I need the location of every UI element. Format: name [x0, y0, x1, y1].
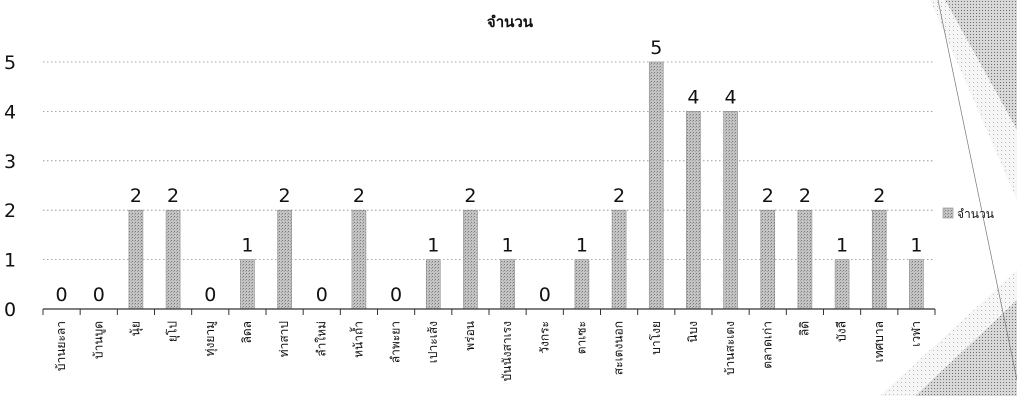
gridlines: [43, 61, 935, 261]
category-label: นิบง: [686, 321, 700, 343]
category-label: ตาเซะ: [574, 321, 588, 354]
bar: [909, 259, 924, 310]
background-decoration: [880, 0, 1017, 396]
y-tick-labels: 0 1 2 3 4 5: [4, 52, 16, 321]
bar: [834, 259, 850, 310]
category-label: บ้านยะลา: [54, 321, 68, 371]
category-label: บังลี: [835, 321, 849, 342]
legend: จำนวน: [942, 207, 994, 221]
data-label: 1: [241, 235, 253, 257]
y-tick-label: 4: [4, 101, 16, 123]
data-label: 2: [464, 185, 476, 207]
category-label: ลิดิ: [797, 321, 811, 336]
bar: [463, 209, 478, 310]
corner-shade-bottom-light: [880, 270, 1017, 396]
category-labels: บ้านยะลา บ้านบูด นุ้ย ยุโป ทุ่งยามู ลิดล ท่าสา…: [54, 321, 923, 381]
category-label: ทุ่งยามู: [203, 321, 218, 356]
category-label: เปาะเส้ง: [426, 321, 440, 363]
category-label: บ้านสะเตง: [723, 321, 737, 375]
bar: [128, 209, 144, 310]
data-label: 0: [56, 284, 68, 306]
data-label: 2: [799, 185, 811, 207]
data-label: 1: [427, 235, 439, 257]
data-label: 2: [873, 185, 885, 207]
bar: [277, 209, 292, 310]
category-label: นุ้ย: [128, 321, 143, 336]
bar: [574, 259, 590, 310]
bar: [760, 209, 776, 310]
bar: [648, 61, 664, 310]
chart-title: จำนวน: [487, 13, 534, 31]
data-label: 0: [204, 284, 216, 306]
bar: [611, 209, 627, 310]
bar: [871, 209, 887, 310]
category-label: บ้านบูด: [91, 321, 106, 359]
data-label: 0: [93, 284, 105, 306]
bar: [723, 111, 738, 310]
category-label: วังกระ: [537, 321, 551, 354]
y-tick-label: 0: [4, 299, 16, 321]
data-label: 1: [576, 235, 588, 257]
category-label: บันนังสาเรง: [500, 321, 514, 381]
data-label: 0: [390, 284, 402, 306]
category-label: ยุโป: [166, 321, 181, 342]
data-label: 1: [836, 235, 848, 257]
data-label: 1: [910, 235, 922, 257]
y-tick-label: 5: [4, 52, 16, 74]
axes: [42, 308, 936, 315]
category-label: พร่อน: [463, 321, 477, 351]
decor-line: [937, 0, 1017, 381]
data-label: 0: [316, 284, 328, 306]
category-label: ท่าสาป: [277, 321, 291, 357]
y-tick-label: 3: [4, 151, 16, 173]
legend-label: จำนวน: [957, 207, 994, 221]
data-label: 4: [687, 86, 699, 108]
bar: [165, 209, 181, 310]
category-label: บาโงย: [649, 321, 663, 355]
y-tick-label: 2: [4, 200, 16, 222]
category-label: ตลาดเก่า: [760, 321, 774, 369]
category-label: สะเตงนอก: [612, 321, 626, 375]
data-label: 4: [725, 86, 737, 108]
data-label: 1: [502, 235, 514, 257]
category-label: ลิดล: [240, 321, 254, 344]
data-label: 2: [762, 185, 774, 207]
data-label: 0: [539, 284, 551, 306]
category-label: ลำพะยา: [389, 321, 403, 363]
data-label: 5: [650, 37, 662, 59]
category-label: หน้าถ้ำ: [349, 321, 365, 358]
corner-shade-top-light: [930, 0, 1017, 200]
bar: [425, 259, 441, 310]
y-tick-label: 1: [4, 250, 16, 272]
bar: [686, 111, 701, 310]
bar: [797, 209, 813, 310]
data-labels: 0 0 2 2 0 1 2 0 2 0 1 2 1 0 1 2 5 4 4 2 2 1 2 1: [56, 37, 923, 306]
data-label: 2: [353, 185, 365, 207]
data-label: 2: [279, 185, 291, 207]
bar: [240, 259, 255, 310]
data-label: 2: [130, 185, 142, 207]
data-label: 2: [613, 185, 625, 207]
data-label: 2: [167, 185, 179, 207]
category-label: เทศบาล: [872, 321, 886, 362]
bar: [500, 259, 515, 310]
category-label: เวฬา: [909, 321, 923, 347]
bars: [128, 61, 924, 310]
bar: [351, 209, 367, 310]
legend-swatch: [942, 207, 954, 219]
category-label: ลำใหม่: [314, 321, 328, 357]
